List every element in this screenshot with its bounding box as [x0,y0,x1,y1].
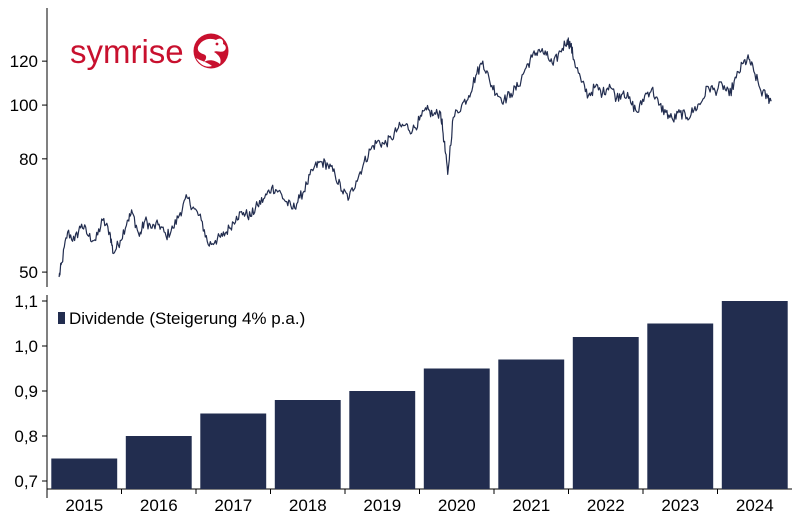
dividend-bar-2022 [572,337,639,489]
price-y-tick-label: 50 [19,263,38,282]
dividend-x-tick-label: 2022 [587,496,625,515]
price-line-chart: 50 80 100 120 [10,8,772,287]
dividend-bar-2021 [498,359,565,489]
dividend-bar-2024 [721,301,788,489]
dividend-x-tick-label: 2017 [214,496,252,515]
dividend-bar-2016 [125,436,192,489]
chart-legend: Dividende (Steigerung 4% p.a.) [58,309,305,328]
logo-wordmark: symrise [70,33,184,70]
legend-swatch [58,312,65,324]
dividend-y-tick-label: 0,7 [14,472,38,491]
dividend-x-tick-label: 2015 [65,496,103,515]
dividend-x-tick-label: 2021 [512,496,550,515]
price-y-tick-label: 100 [10,96,38,115]
price-y-ticks: 50 80 100 120 [10,52,47,282]
price-y-tick-label: 80 [19,150,38,169]
dividend-x-tick-label: 2024 [736,496,774,515]
dividend-bar-2019 [349,391,416,489]
dividend-bars [51,301,788,489]
dividend-bar-chart: 0,7 0,8 0,9 1,0 1,1 2015 2016 2017 2018 2019 2020… [14,292,792,515]
dividend-bar-2015 [51,458,118,489]
dividend-bar-2020 [423,368,490,489]
dividend-bar-2023 [647,323,714,489]
dividend-y-tick-label: 0,8 [14,427,38,446]
dividend-bar-2017 [200,413,267,489]
dragon-logo-icon [193,33,229,69]
symrise-logo: symrise [70,33,229,70]
dividend-y-tick-label: 1,0 [14,337,38,356]
dividend-x-tick-label: 2023 [661,496,699,515]
dividend-y-tick-label: 1,1 [14,292,38,311]
dividend-x-tick-label: 2019 [363,496,401,515]
dividend-bar-2018 [274,400,341,489]
dividend-x-tick-label: 2018 [289,496,327,515]
price-y-tick-label: 120 [10,52,38,71]
dividend-y-tick-label: 0,9 [14,382,38,401]
dividend-y-ticks: 0,7 0,8 0,9 1,0 1,1 [14,292,47,491]
legend-label: Dividende (Steigerung 4% p.a.) [69,309,305,328]
dividend-x-tick-label: 2016 [140,496,178,515]
dividend-x-tick-label: 2020 [438,496,476,515]
dividend-x-ticks: 2015 2016 2017 2018 2019 2020 2021 2022 2023 2024 [65,489,774,515]
price-series-line [58,37,772,278]
